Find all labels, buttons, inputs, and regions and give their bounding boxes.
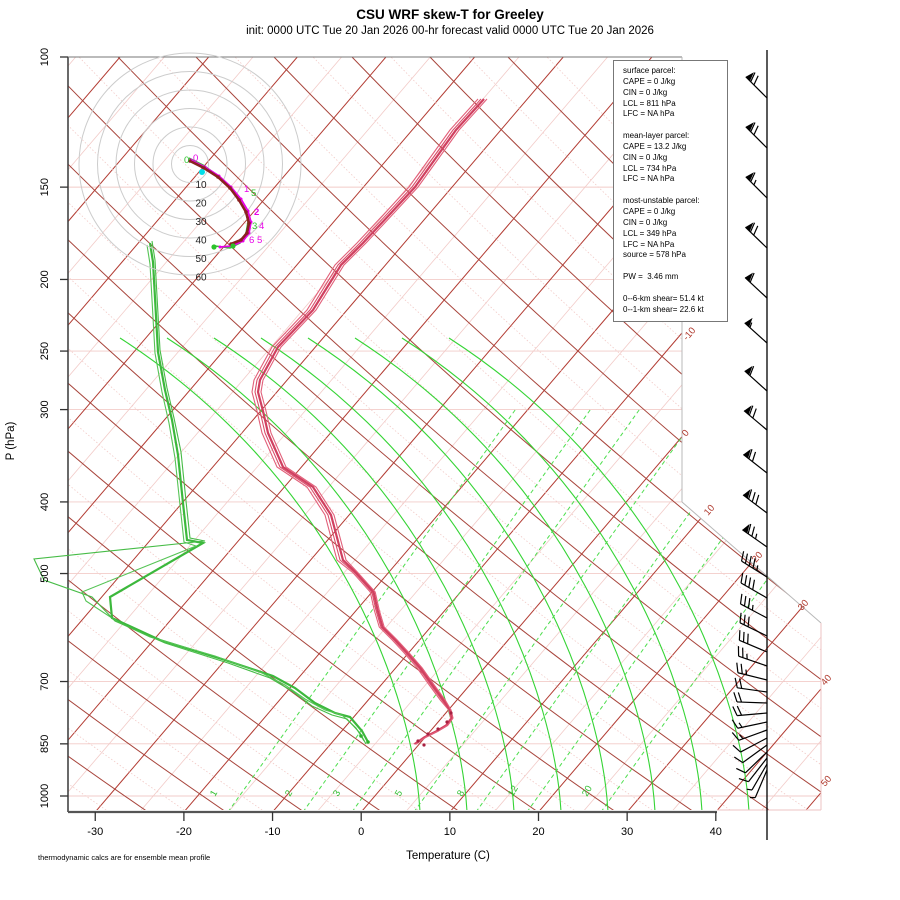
- svg-text:10: 10: [702, 503, 717, 518]
- svg-text:3: 3: [331, 788, 343, 798]
- parcel-info-box: surface parcel: CAPE = 0 J/kg CIN = 0 J/kg…: [613, 60, 728, 322]
- svg-text:30: 30: [621, 826, 633, 838]
- svg-text:4: 4: [259, 221, 264, 232]
- x-axis-title: Temperature (C): [406, 850, 490, 862]
- svg-text:500: 500: [39, 564, 51, 582]
- svg-text:5: 5: [251, 188, 256, 199]
- svg-text:5: 5: [393, 788, 405, 798]
- svg-text:8: 8: [455, 788, 467, 798]
- svg-text:40: 40: [195, 236, 207, 247]
- info-line: CAPE = 13.2 J/kg: [623, 141, 687, 151]
- page-title: CSU WRF skew-T for Greeley: [356, 7, 544, 22]
- svg-text:20: 20: [195, 199, 207, 210]
- svg-text:20: 20: [532, 826, 544, 838]
- svg-text:-10: -10: [681, 325, 698, 343]
- svg-text:10: 10: [195, 180, 207, 191]
- info-line: CAPE = 0 J/kg: [623, 76, 676, 86]
- svg-text:300: 300: [39, 400, 51, 418]
- svg-text:5: 5: [257, 235, 262, 246]
- info-line: CIN = 0 J/kg: [623, 152, 668, 162]
- svg-text:12: 12: [506, 784, 521, 799]
- info-line: CIN = 0 J/kg: [623, 87, 668, 97]
- footer-note: thermodynamic calcs are for ensemble mea…: [38, 853, 211, 862]
- page-subtitle: init: 0000 UTC Tue 20 Jan 2026 00-hr for…: [246, 25, 654, 37]
- info-line: surface parcel:: [623, 66, 676, 75]
- svg-text:0: 0: [358, 826, 364, 838]
- info-line: most-unstable parcel:: [623, 196, 700, 206]
- svg-text:60: 60: [195, 273, 207, 284]
- info-line: LFC = NA hPa: [623, 239, 675, 249]
- info-line: 0--6-km shear= 51.4 kt: [623, 293, 704, 303]
- svg-text:700: 700: [39, 672, 51, 690]
- svg-text:6: 6: [249, 235, 254, 246]
- info-line: [623, 283, 727, 294]
- wind-barbs: [731, 50, 768, 840]
- svg-text:400: 400: [39, 493, 51, 511]
- svg-text:10: 10: [444, 826, 456, 838]
- info-line: LFC = NA hPa: [623, 109, 675, 119]
- svg-text:-20: -20: [176, 826, 192, 838]
- info-line: LFC = NA hPa: [623, 174, 675, 184]
- svg-text:1000: 1000: [39, 784, 51, 808]
- svg-text:3: 3: [252, 221, 257, 232]
- info-line: [623, 185, 727, 196]
- svg-text:30: 30: [796, 598, 811, 613]
- info-line: source = 578 hPa: [623, 250, 686, 260]
- svg-text:50: 50: [195, 254, 207, 265]
- svg-text:850: 850: [39, 735, 51, 753]
- svg-text:0: 0: [193, 153, 198, 164]
- svg-text:2: 2: [283, 788, 295, 798]
- svg-text:100: 100: [39, 48, 51, 66]
- svg-text:-30: -30: [87, 826, 103, 838]
- svg-text:2: 2: [254, 207, 259, 218]
- svg-text:-10: -10: [265, 826, 281, 838]
- info-line: PW = 3.46 mm: [623, 272, 679, 282]
- sounding-profiles: [33, 98, 488, 747]
- info-line: [623, 120, 727, 131]
- svg-text:150: 150: [39, 178, 51, 196]
- info-line: [623, 261, 727, 272]
- svg-text:1: 1: [244, 184, 249, 195]
- svg-text:30: 30: [195, 217, 207, 228]
- svg-text:250: 250: [39, 342, 51, 360]
- svg-text:40: 40: [710, 826, 722, 838]
- svg-text:20: 20: [580, 784, 595, 799]
- svg-text:0: 0: [184, 155, 189, 166]
- info-line: CAPE = 0 J/kg: [623, 206, 676, 216]
- svg-text:200: 200: [39, 270, 51, 288]
- svg-text:0: 0: [680, 428, 692, 439]
- info-line: 0--1-km shear= 22.6 kt: [623, 304, 704, 314]
- info-line: CIN = 0 J/kg: [623, 217, 668, 227]
- info-line: LCL = 734 hPa: [623, 163, 677, 173]
- info-line: LCL = 811 hPa: [623, 98, 676, 108]
- y-axis-title: P (hPa): [5, 421, 17, 461]
- svg-text:1: 1: [208, 788, 220, 798]
- background-grid: [68, 57, 821, 810]
- info-line: LCL = 349 hPa: [623, 228, 677, 238]
- info-line: mean-layer parcel:: [623, 131, 690, 141]
